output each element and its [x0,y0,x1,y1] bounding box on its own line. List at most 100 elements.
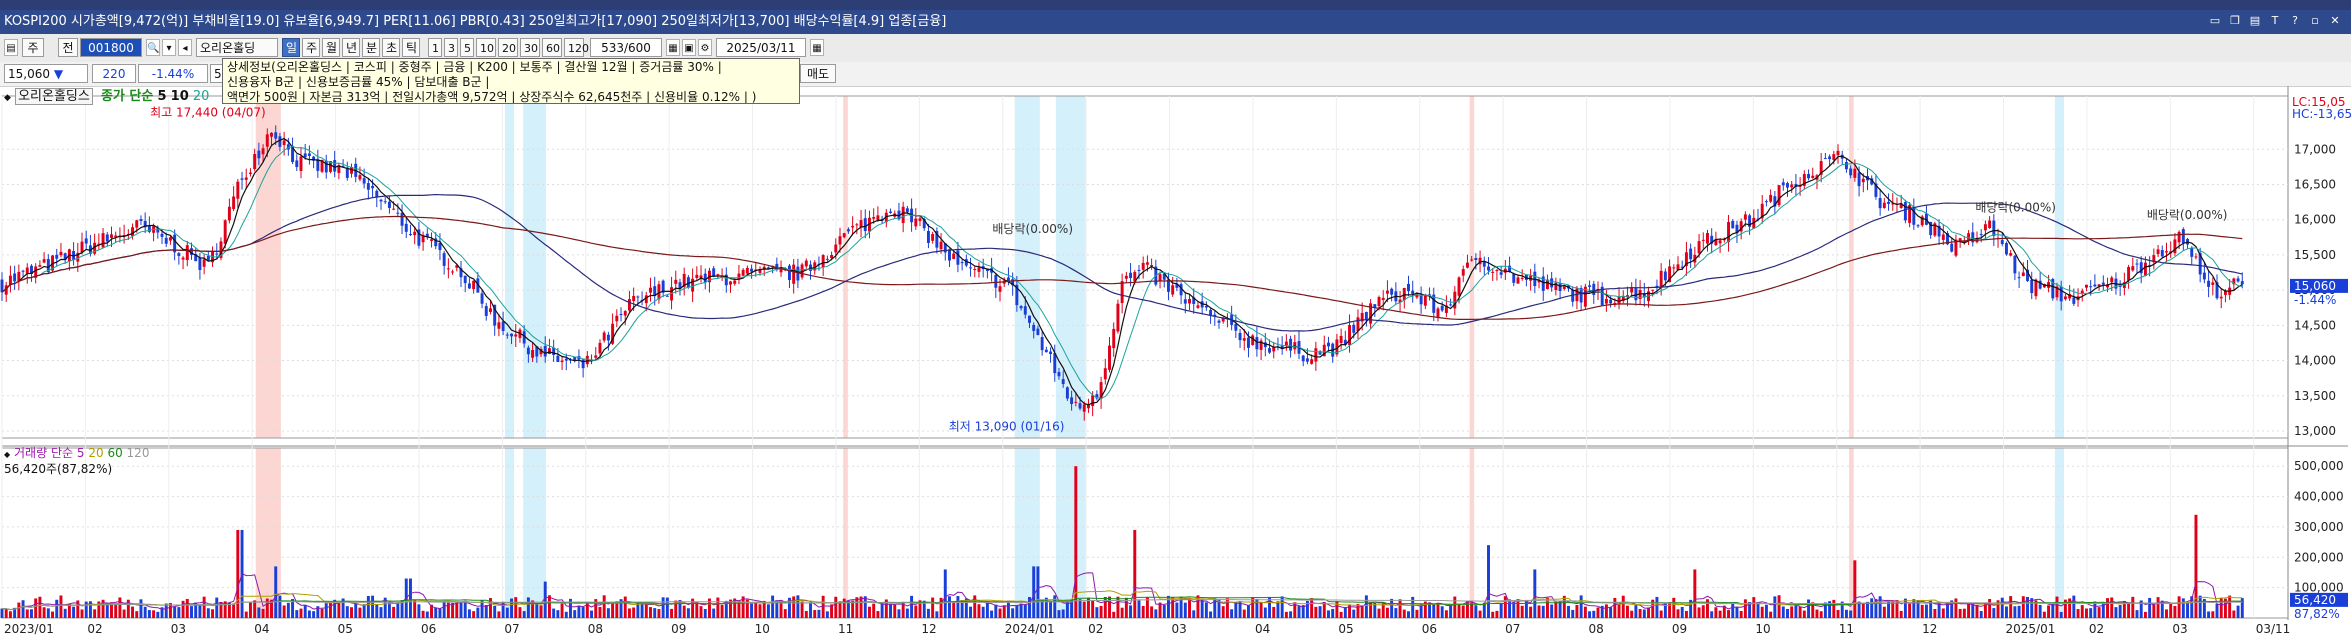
volume-bar [421,610,425,618]
volume-bar [952,601,956,618]
candle-body [2021,272,2025,277]
period-button-4[interactable]: 분 [362,38,380,57]
period-button-2[interactable]: 월 [322,38,340,57]
mode-select-b[interactable]: 전 [58,38,78,57]
volume-bar [489,598,492,618]
mode-select-a[interactable]: 주 [22,38,44,57]
candle-body [227,206,231,221]
candle-body [859,220,863,228]
volume-bar [1394,608,1398,618]
highlight-band [2054,96,2064,438]
settings-icon[interactable]: ⚙ [698,39,712,56]
volume-bar [97,601,101,618]
candle-body [901,206,905,224]
candle-body [185,245,189,260]
volume-bar [1558,601,1562,618]
interval-button-30[interactable]: 30 [520,38,540,57]
candle-body [1861,178,1865,183]
menu-icon[interactable]: ▤ [4,39,18,56]
volume-bar [1040,599,1044,618]
period-button-0[interactable]: 일 [282,38,300,57]
interval-button-1[interactable]: 1 [428,38,442,57]
candle-body [2143,262,2147,276]
chart-icon[interactable]: ▦ [666,39,680,56]
volume-bar [1074,466,1078,618]
interval-button-5[interactable]: 5 [460,38,474,57]
volume-bar [2051,603,2055,618]
pin-icon[interactable]: ▫ [2311,14,2319,27]
price-tick-label: 14,000 [2294,354,2336,368]
candle-body [682,273,686,287]
candle-body [1642,293,1646,298]
volume-bar [320,608,324,618]
volume-bar [2122,600,2126,618]
volume-bar [640,603,644,618]
date-field[interactable]: 2025/03/11 [716,38,806,57]
help-icon[interactable]: ? [2292,14,2298,27]
window-restore-icon[interactable]: ❐ [2230,14,2240,27]
interval-button-20[interactable]: 20 [498,38,518,57]
window-tile-icon[interactable]: ▤ [2249,14,2261,27]
price-pane-frame [1,95,2289,439]
volume-bar [1436,604,1440,618]
interval-button-3[interactable]: 3 [444,38,458,57]
volume-bar [969,606,973,618]
count-field[interactable]: 533/600 [590,38,662,57]
volume-bar [1592,610,1596,618]
candle-body [1844,162,1848,170]
candle-body [2013,255,2017,274]
price-change: 220 [92,64,136,83]
volume-legend-ma-label: 단순 [50,446,74,460]
candle-body [796,266,800,281]
stock-code-input[interactable]: 001800 [80,38,142,57]
candle-body [615,315,619,322]
prev-icon[interactable]: ◂ [178,39,192,56]
search-icon[interactable]: 🔍 [146,39,160,56]
window-minimize-icon[interactable]: ▭ [2209,14,2221,27]
sell-button[interactable]: 매도 [800,64,836,83]
candle-body [1554,282,1558,291]
volume-bar [135,611,139,618]
candle-body [1706,232,1709,244]
candle-body [1188,298,1191,304]
candle-body [594,355,598,358]
volume-bar [413,600,417,618]
volume-bar [1272,606,1276,618]
stock-chart[interactable]: 17,00016,50016,00015,50015,00014,50014,0… [0,86,2351,638]
text-icon[interactable]: T [2271,14,2279,27]
candle-body [2135,263,2139,265]
volume-bar [724,600,728,618]
grid-icon[interactable]: ▣ [682,39,696,56]
volume-bar [333,599,337,618]
period-button-5[interactable]: 초 [382,38,400,57]
candle-body [156,228,160,233]
interval-button-120[interactable]: 120 [564,38,589,57]
volume-bar [2194,514,2198,618]
volume-bar [1701,605,1705,618]
period-button-6[interactable]: 틱 [402,38,420,57]
period-button-1[interactable]: 주 [302,38,320,57]
volume-bar [1297,606,1301,618]
volume-bar [619,599,623,618]
volume-bar [1992,608,1996,618]
interval-button-10[interactable]: 10 [476,38,496,57]
candle-body [1638,290,1642,300]
dropdown-icon[interactable]: ▾ [162,39,176,56]
candle-body [2093,284,2097,287]
volume-bar [825,611,829,618]
candle-body [219,241,223,259]
candle-body [935,231,939,248]
calendar-icon[interactable]: ▦ [810,39,824,56]
candle-body [821,255,825,268]
volume-bar [1659,610,1663,618]
stock-name-field[interactable]: 오리온홀딩 [196,38,278,57]
candle-body [2198,253,2202,275]
candle-body [110,234,113,238]
candle-body [943,243,947,253]
period-button-3[interactable]: 년 [342,38,360,57]
candle-body [1710,235,1714,244]
interval-button-60[interactable]: 60 [542,38,562,57]
close-icon[interactable]: ✕ [2330,14,2340,27]
candle-body [1655,285,1659,288]
volume-bar [2026,596,2029,618]
